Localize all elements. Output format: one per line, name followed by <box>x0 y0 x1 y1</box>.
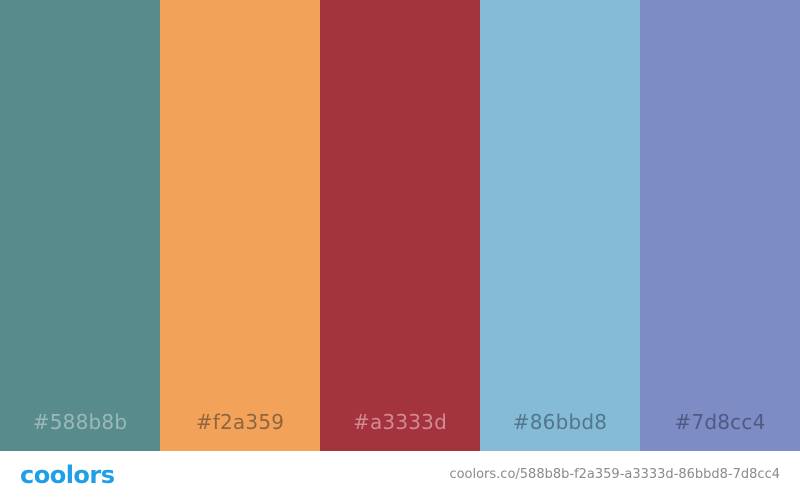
swatch-hex-code: #86bbd8 <box>512 410 608 434</box>
color-swatch-4[interactable]: #86bbd8 <box>480 0 640 451</box>
footer-bar: coolors coolors.co/588b8b-f2a359-a3333d-… <box>0 451 800 500</box>
swatch-hex-code: #f2a359 <box>195 410 285 434</box>
color-palette: #588b8b #f2a359 #a3333d #86bbd8 #7d8cc4 <box>0 0 800 451</box>
color-swatch-2[interactable]: #f2a359 <box>160 0 320 451</box>
color-swatch-3[interactable]: #a3333d <box>320 0 480 451</box>
coolors-logo[interactable]: coolors <box>20 461 115 489</box>
swatch-hex-code: #588b8b <box>32 410 128 434</box>
color-swatch-1[interactable]: #588b8b <box>0 0 160 451</box>
swatch-hex-code: #a3333d <box>352 410 447 434</box>
color-swatch-5[interactable]: #7d8cc4 <box>640 0 800 451</box>
swatch-hex-code: #7d8cc4 <box>674 410 766 434</box>
palette-url[interactable]: coolors.co/588b8b-f2a359-a3333d-86bbd8-7… <box>449 467 780 482</box>
